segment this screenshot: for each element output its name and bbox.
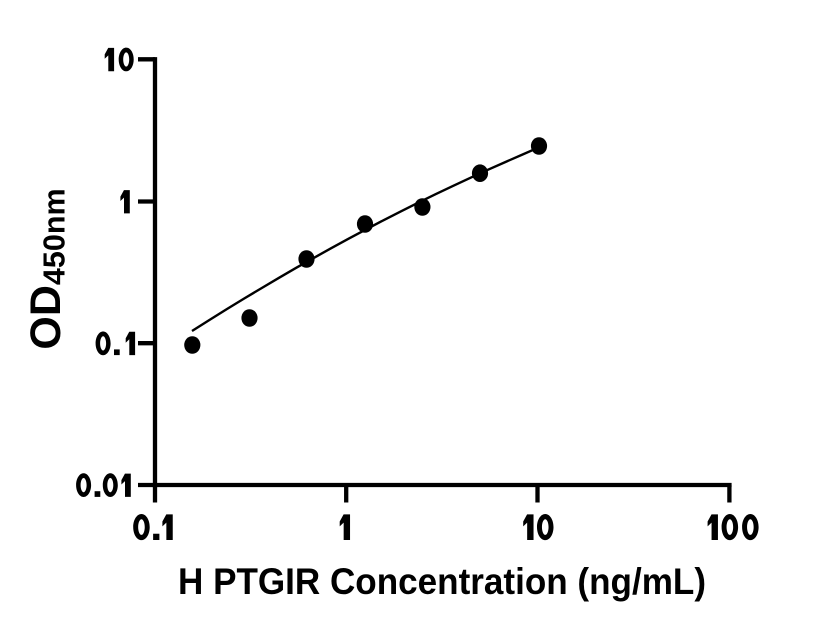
svg-text:H PTGIR Concentration (ng/mL): H PTGIR Concentration (ng/mL) [178,561,706,602]
